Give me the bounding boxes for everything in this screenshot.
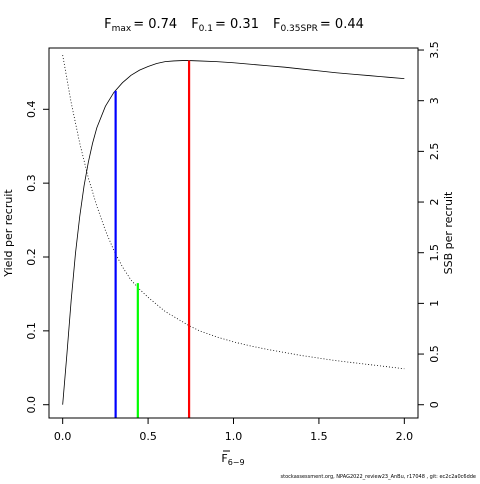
title-part-sub: 0.35SPR [280, 24, 317, 34]
title-part-main: F [191, 17, 198, 32]
plot-area [62, 55, 405, 418]
y-left-tick-label: 0.0 [25, 396, 38, 414]
y-right-tick-label: 3.5 [428, 41, 441, 59]
y-right-axis-title: SSB per recruit [442, 191, 455, 274]
title-part-main: F [273, 17, 280, 32]
y-right-tick-label: 3 [428, 97, 441, 104]
y-left-tick-label: 0.1 [25, 322, 38, 340]
y-left-tick-label: 0.4 [25, 101, 38, 119]
y-right-tick-label: 0.5 [428, 345, 441, 363]
x-tick-label: 0.5 [139, 430, 157, 443]
x-axis-title: F6−9 [221, 452, 244, 467]
ssb-per-recruit-line [62, 55, 405, 370]
footer-text: stockassessment.org, NPAG2022_review23_A… [281, 474, 476, 480]
yield-per-recruit-line [62, 60, 405, 405]
x-tick-label: 2.0 [396, 430, 414, 443]
y-left-tick-label: 0.2 [25, 248, 38, 266]
x-tick-label: 1.0 [225, 430, 243, 443]
y-left-tick-label: 0.3 [25, 174, 38, 192]
title-part-main: F [104, 17, 111, 32]
title-part-value: = 0.31 [215, 17, 259, 32]
title-part-sub: 0.1 [199, 24, 213, 34]
x-axis-title-sub: 6−9 [228, 458, 245, 467]
x-tick-label: 0.0 [54, 430, 72, 443]
x-axis-title-main: F [221, 452, 227, 465]
y-right-tick-label: 0 [428, 401, 441, 408]
plot-frame [48, 47, 419, 419]
title-part-value: = 0.74 [133, 17, 177, 32]
x-tick-label: 1.5 [310, 430, 328, 443]
chart-title: Fmax = 0.74 F0.1 = 0.31 F0.35SPR = 0.44 [104, 17, 364, 34]
title-part-value: = 0.44 [320, 17, 364, 32]
y-right-tick-label: 1.5 [428, 244, 441, 262]
title-part-sub: max [112, 24, 132, 34]
axes [43, 47, 424, 424]
y-right-tick-label: 1 [428, 300, 441, 307]
y-right-tick-label: 2.5 [428, 143, 441, 161]
chart-text: 0.0 0.5 1.0 1.5 2.0 0.0 0.1 0.2 0.3 0.4 0 0.5 1 1.5 2 2… [2, 17, 476, 480]
y-right-tick-label: 2 [428, 199, 441, 206]
y-left-axis-title: Yield per recruit [2, 189, 15, 278]
